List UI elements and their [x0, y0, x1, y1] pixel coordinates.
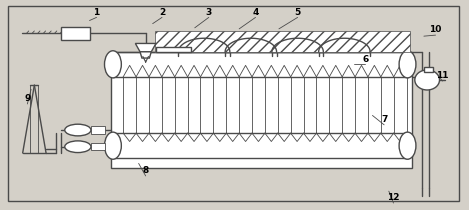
Text: 7: 7: [381, 115, 387, 124]
Bar: [91, 143, 105, 151]
Ellipse shape: [105, 51, 121, 78]
Polygon shape: [140, 52, 151, 58]
Text: 5: 5: [295, 8, 301, 17]
Text: 4: 4: [252, 8, 259, 17]
Circle shape: [65, 124, 91, 136]
Ellipse shape: [105, 132, 121, 159]
Bar: [61, 27, 90, 40]
Ellipse shape: [415, 70, 439, 90]
Circle shape: [65, 141, 91, 152]
Text: 6: 6: [363, 55, 369, 64]
Text: 9: 9: [24, 94, 30, 103]
Bar: [155, 31, 410, 52]
Text: 11: 11: [436, 71, 449, 80]
Bar: [156, 47, 191, 52]
Text: 1: 1: [93, 8, 100, 17]
Text: 8: 8: [143, 166, 149, 175]
Ellipse shape: [399, 132, 416, 159]
Text: 2: 2: [159, 8, 165, 17]
Polygon shape: [136, 43, 156, 52]
Ellipse shape: [399, 51, 416, 78]
Bar: [111, 52, 412, 168]
Text: 3: 3: [205, 8, 212, 17]
Text: 10: 10: [430, 25, 442, 34]
Text: 12: 12: [387, 193, 400, 202]
Bar: [424, 67, 433, 72]
Bar: [91, 126, 105, 134]
